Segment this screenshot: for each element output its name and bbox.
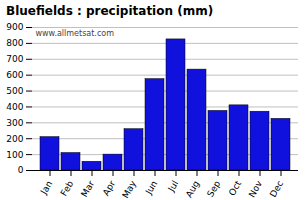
html-text:Bluefields : precipitation (mm: Bluefields : precipitation (mm) [6, 4, 214, 18]
svg-text:700: 700 [6, 54, 23, 64]
svg-text:600: 600 [6, 70, 23, 80]
svg-text:100: 100 [6, 149, 23, 159]
svg-text:800: 800 [6, 38, 23, 48]
svg-text:Nov: Nov [247, 178, 265, 199]
svg-text:Jan: Jan [38, 179, 54, 197]
svg-text:Aug: Aug [184, 179, 201, 199]
svg-text:300: 300 [6, 118, 23, 128]
svg-text:Apr: Apr [101, 179, 118, 198]
svg-text:Sep: Sep [205, 179, 222, 199]
svg-text:500: 500 [6, 86, 23, 96]
svg-text:www.allmetsat.com: www.allmetsat.com [36, 29, 115, 38]
svg-text:200: 200 [6, 134, 23, 144]
svg-text:May: May [120, 178, 138, 200]
svg-text:Feb: Feb [59, 179, 76, 198]
svg-text:Dec: Dec [268, 179, 285, 199]
svg-text:Jun: Jun [143, 179, 159, 197]
svg-text:Jul: Jul [166, 179, 181, 194]
svg-text:Mar: Mar [79, 179, 96, 199]
svg-text:900: 900 [6, 22, 23, 32]
svg-text:0: 0 [18, 165, 24, 175]
svg-text:400: 400 [6, 102, 23, 112]
svg-text:Oct: Oct [227, 179, 244, 198]
